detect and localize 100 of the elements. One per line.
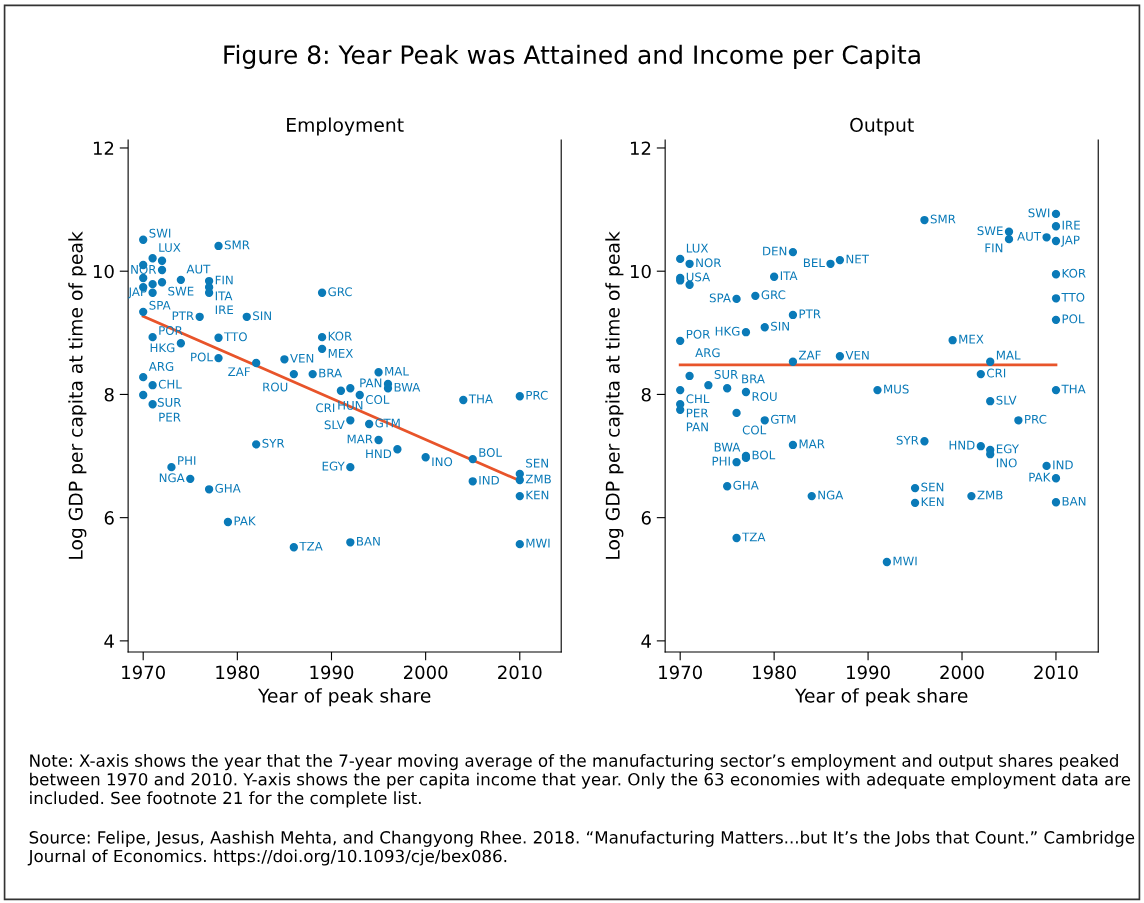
point [393,445,402,454]
point [346,416,355,425]
x-tick-label: 2010 [1034,665,1078,680]
point [346,384,355,393]
y-axis-title: Log GDP per capita at time of peak [605,231,624,559]
data-label: MWI [893,556,917,566]
x-tick-label: 1990 [847,665,890,680]
data-label: MWI [526,538,550,548]
point [139,373,148,382]
data-label: HND [366,449,392,459]
point [214,333,223,342]
data-label: SUR [714,369,738,379]
data-label: SEN [526,458,548,468]
data-label: NGA [818,490,844,500]
source-note: Source: Felipe, Jesus, Aashish Mehta, and Changyong Rhee. 2018. “Manufacturing Matters...but It’s the Jobs that Count.” Cambridge Journal of Economics. https://doi.org/10.1093/cje/bex086. [27,830,1135,866]
point [317,332,327,342]
data-label: ITA [780,271,798,280]
data-label: PAK [234,516,256,526]
x-tick-label: 1980 [216,665,260,680]
data-label: KOR [328,331,352,341]
y-tick-label: 4 [641,634,651,648]
point [157,256,167,265]
point [157,265,167,275]
y-tick-label: 8 [104,387,114,402]
data-label: CRI [987,368,1006,378]
data-label: FIN [985,243,1003,253]
point [355,390,364,400]
data-label: BAN [357,536,380,546]
y-tick-label: 6 [104,511,114,525]
data-label: SLV [996,395,1017,405]
data-label: HND [949,440,975,450]
point [515,392,524,401]
data-label: POL [1062,314,1085,324]
x-tick-label: 1990 [310,665,354,680]
point [374,435,383,445]
data-label: PRC [1025,414,1047,424]
data-label: VEN [290,353,314,363]
data-label: MAR [347,434,373,444]
point [204,485,214,494]
chart-subtitle: Output [850,117,914,136]
data-label: ZMB [525,474,551,484]
data-label: PAN [686,422,708,432]
point [346,462,355,472]
data-label: SIN [771,321,789,331]
point [289,369,298,379]
point [242,312,251,321]
data-label: CHL [158,379,182,389]
data-label: EGY [996,444,1020,454]
y-tick-label: 12 [630,141,651,155]
data-label: INO [996,458,1017,468]
data-label: SWI [149,228,171,238]
data-label: COL [742,425,767,435]
data-label: SWE [168,286,194,296]
y-axis-title: Log GDP per capita at time of peak [68,231,87,559]
x-axis-title: Year of peak share [257,688,431,707]
data-label: THA [1061,384,1086,394]
x-axis-title: Year of peak share [794,688,968,707]
data-label: MEX [959,334,984,344]
data-label: TTO [1061,292,1085,302]
data-label: ZAF [799,350,821,360]
chart-subtitle: Employment [287,117,404,136]
data-label: HKG [715,326,740,336]
data-label: GRC [761,290,786,300]
data-label: BOL [752,450,776,460]
data-label: IND [479,475,499,485]
data-label: SPA [709,293,731,303]
data-label: PHI [178,456,196,465]
data-label: INO [432,457,453,467]
data-label: IRE [215,305,234,315]
data-label: KEN [526,490,549,500]
point [468,454,477,464]
x-tick-label: 2000 [940,665,984,680]
point [515,539,524,549]
data-label: BWA [714,442,741,452]
data-label: SYR [262,438,285,448]
data-label: PTR [172,311,194,321]
data-label: AUT [186,264,211,274]
data-label: SWE [977,226,1003,236]
point [468,477,477,486]
point [317,344,327,353]
data-label: BRA [319,368,343,378]
data-label: BAN [1062,496,1086,506]
y-tick-label: 8 [641,387,651,402]
data-label: ARG [695,348,720,358]
data-label: PER [159,412,181,422]
data-label: PRC [526,390,548,400]
x-tick-label: 2000 [403,665,448,680]
point [139,307,148,317]
data-label: CHL [686,394,710,404]
data-label: SYR [896,435,919,445]
data-label: BWA [394,382,421,392]
data-label: SWI [1028,208,1050,218]
data-label: BOL [479,448,502,457]
data-label: SMR [224,240,250,250]
data-label: KOR [1062,268,1086,278]
point [186,474,195,483]
point [139,390,148,400]
data-label: PER [686,408,709,418]
point [336,386,346,395]
point [148,332,157,342]
